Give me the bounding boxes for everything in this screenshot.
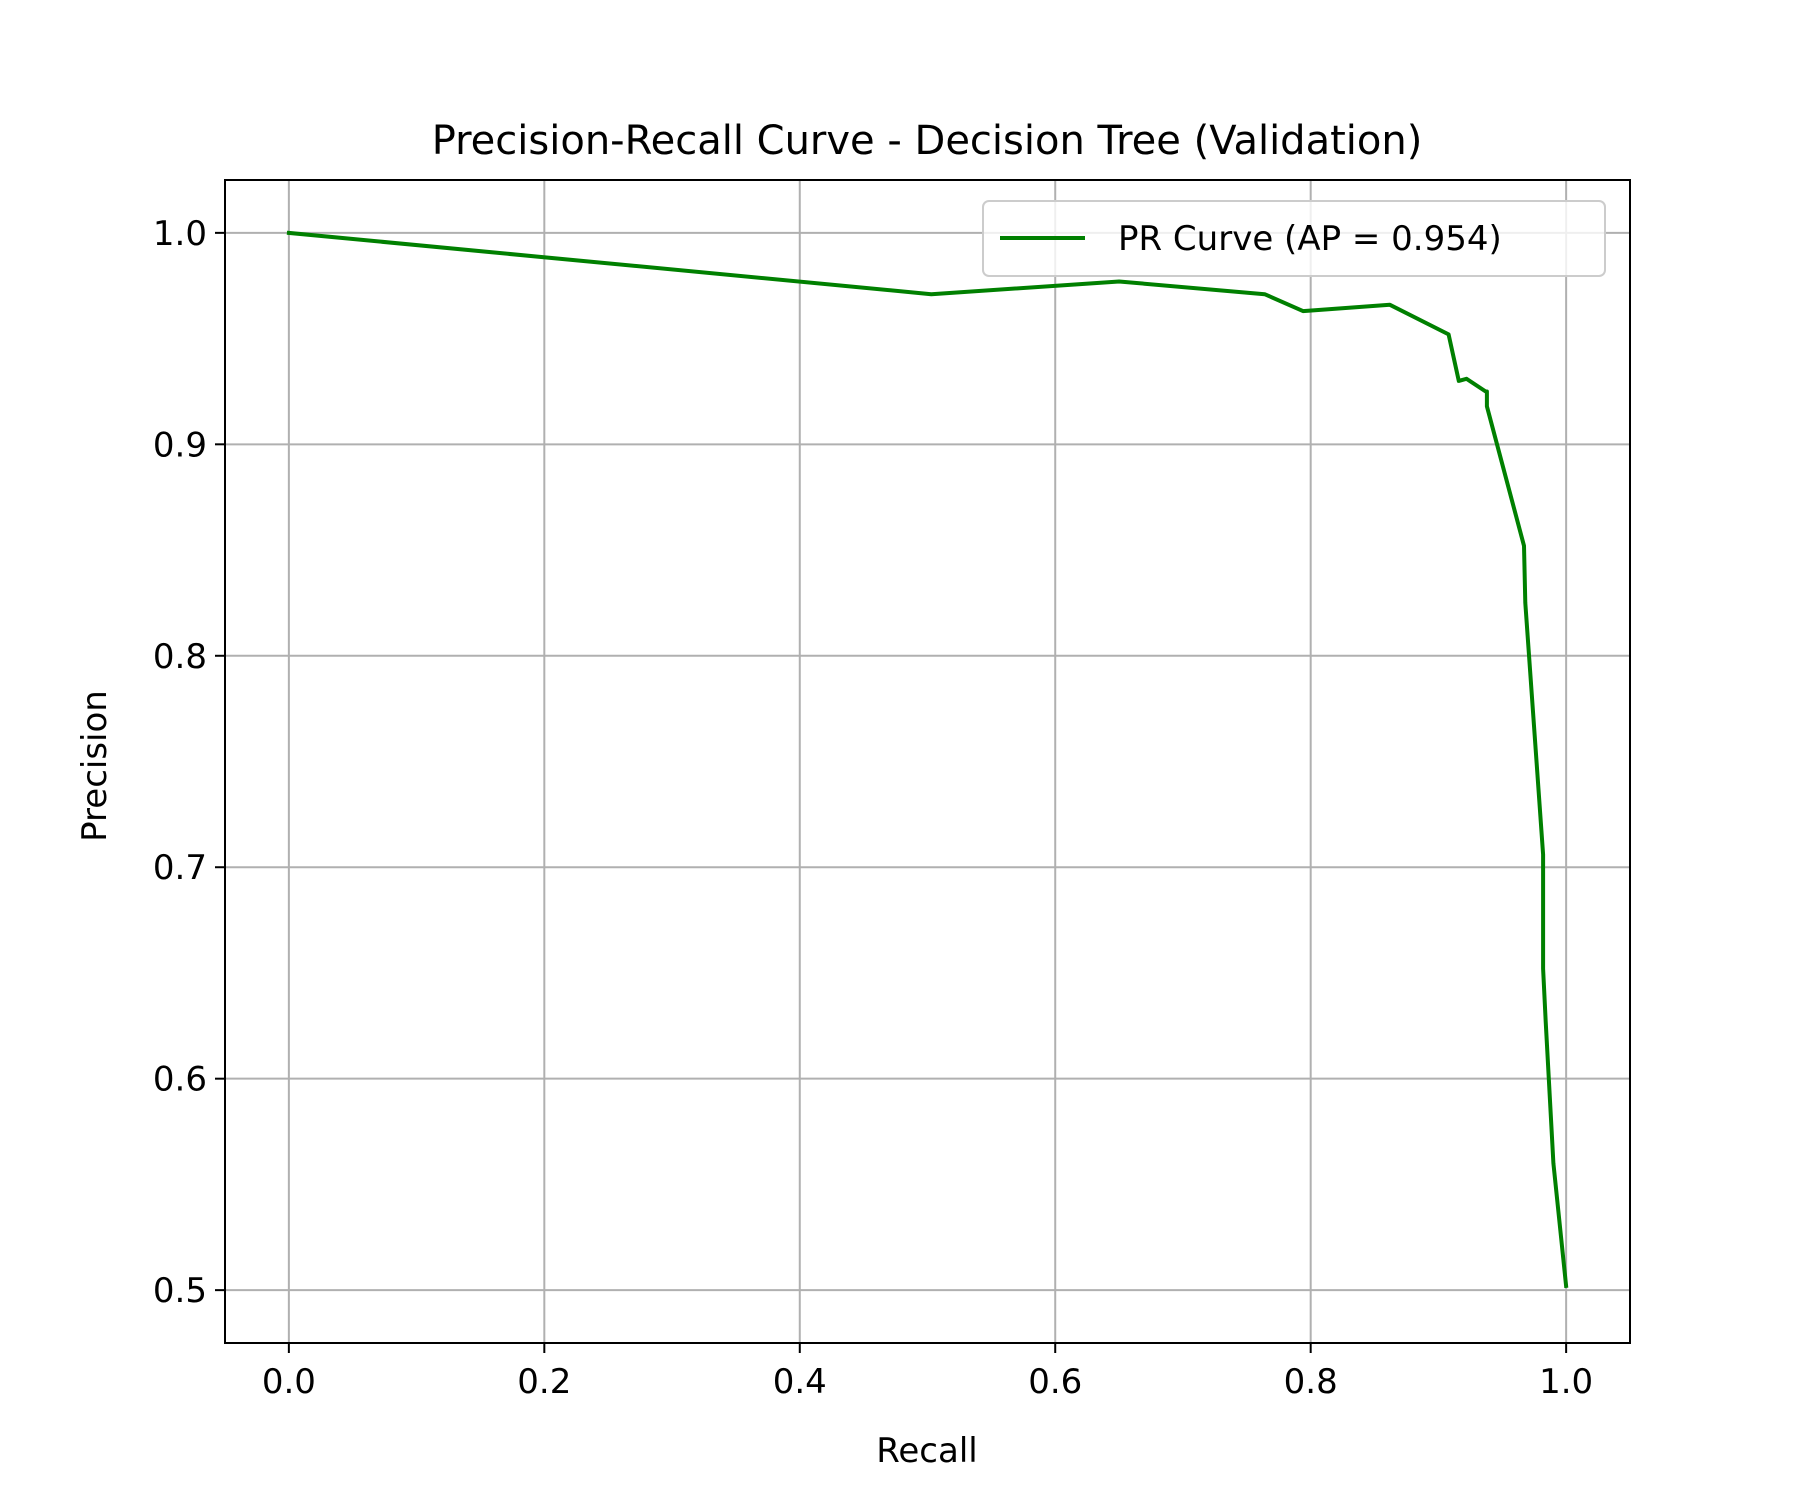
- x-tick-label: 0.2: [517, 1362, 571, 1402]
- legend: PR Curve (AP = 0.954): [982, 200, 1606, 277]
- axes-frame: [224, 179, 1631, 1344]
- x-axis-label: Recall: [876, 1431, 977, 1471]
- pr-curve-line: [286, 230, 1569, 1289]
- y-tick-label: 0.7: [153, 848, 207, 888]
- x-tick-label: 0.6: [1028, 1362, 1082, 1402]
- chart-title: Precision-Recall Curve - Decision Tree (…: [432, 118, 1423, 164]
- x-axis-ticks: 0.0 0.2 0.4 0.6 0.8 1.0: [262, 1343, 1593, 1402]
- y-tick-label: 0.6: [153, 1060, 207, 1100]
- y-tick-label: 0.5: [153, 1271, 207, 1311]
- y-axis-ticks: 0.5 0.6 0.7 0.8 0.9 1.0: [153, 214, 225, 1311]
- gridlines: [225, 180, 1630, 1343]
- x-tick-label: 1.0: [1539, 1362, 1593, 1402]
- x-tick-label: 0.0: [262, 1362, 316, 1402]
- x-tick-label: 0.4: [773, 1362, 827, 1402]
- y-axis-label: Precision: [75, 690, 115, 842]
- y-tick-label: 1.0: [153, 214, 207, 254]
- x-tick-label: 0.8: [1284, 1362, 1338, 1402]
- legend-box: [982, 200, 1606, 277]
- plot-area: [286, 230, 1569, 1289]
- legend-label: PR Curve (AP = 0.954): [1118, 219, 1502, 259]
- y-tick-label: 0.9: [153, 425, 207, 465]
- y-tick-label: 0.8: [153, 637, 207, 677]
